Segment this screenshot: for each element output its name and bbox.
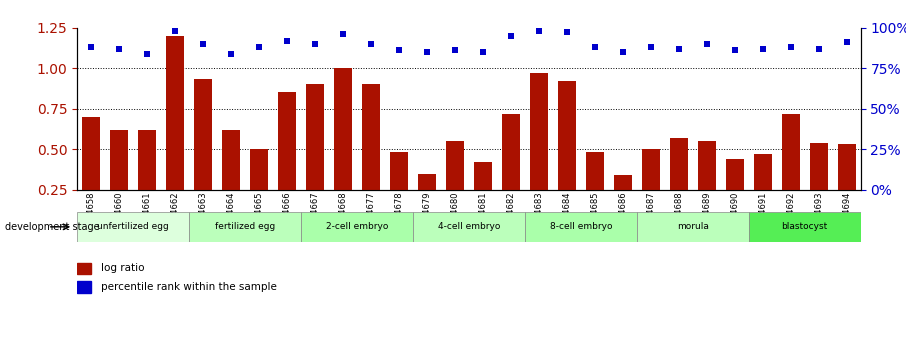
Bar [250,149,268,230]
Bar [558,81,576,230]
Bar [613,175,631,230]
Bar [670,138,688,230]
Text: 2-cell embryo: 2-cell embryo [326,222,388,231]
Point [532,28,546,33]
Bar [361,85,380,230]
Text: percentile rank within the sample: percentile rank within the sample [101,282,276,292]
Bar [726,159,744,230]
Point [643,44,658,50]
Bar [333,68,352,230]
Text: development stage: development stage [5,222,99,232]
Point [83,44,98,50]
Bar [525,212,637,241]
Point [224,51,238,56]
Bar [782,114,800,230]
Text: morula: morula [677,222,708,231]
Bar [474,162,492,230]
Point [111,46,126,51]
Bar [166,36,184,230]
Point [728,48,742,53]
Bar [418,174,436,230]
Point [335,31,350,37]
Bar [446,141,464,230]
Point [196,41,210,47]
Bar [222,130,240,230]
Text: 8-cell embryo: 8-cell embryo [550,222,612,231]
Bar [306,85,324,230]
Bar [530,73,548,230]
Bar [502,114,520,230]
Bar [748,212,861,241]
Point [476,49,490,55]
Point [504,33,518,39]
Bar [77,212,189,241]
Point [391,48,406,53]
Bar [194,79,212,230]
Text: blastocyst: blastocyst [782,222,828,231]
Bar [641,149,660,230]
Point [168,28,182,33]
Bar [698,141,716,230]
Bar [82,117,100,230]
Bar [189,212,301,241]
Point [588,44,602,50]
Point [615,49,630,55]
Point [560,30,574,35]
Bar [413,212,525,241]
Point [448,48,462,53]
Point [280,38,294,43]
Point [308,41,323,47]
Text: unfertilized egg: unfertilized egg [97,222,169,231]
Bar [301,212,413,241]
Bar [77,281,92,293]
Point [812,46,826,51]
Bar [138,130,156,230]
Point [363,41,378,47]
Bar [110,130,128,230]
Point [784,44,798,50]
Bar [754,154,772,230]
Point [252,44,266,50]
Text: 4-cell embryo: 4-cell embryo [438,222,500,231]
Point [140,51,154,56]
Bar [637,212,748,241]
Point [840,39,854,45]
Point [671,46,686,51]
Point [699,41,714,47]
Bar [77,263,92,274]
Bar [810,143,828,230]
Point [756,46,770,51]
Bar [838,144,856,230]
Text: log ratio: log ratio [101,263,144,273]
Bar [278,92,296,230]
Text: fertilized egg: fertilized egg [215,222,275,231]
Bar [585,152,604,230]
Bar [390,152,408,230]
Point [419,49,434,55]
